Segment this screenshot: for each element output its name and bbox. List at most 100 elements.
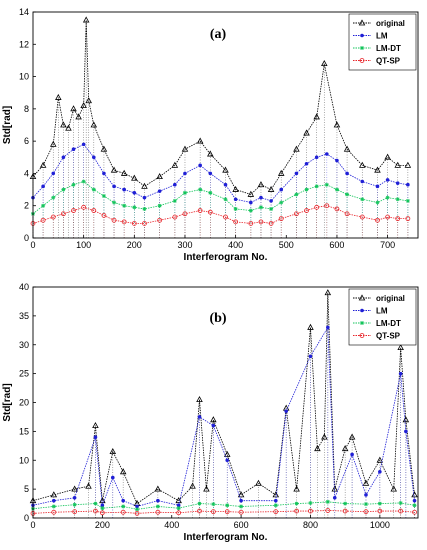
data-point-lm (225, 458, 229, 462)
data-point-lm-dt (82, 180, 86, 184)
x-tick-label: 600 (234, 520, 249, 530)
data-point-lm (239, 499, 243, 503)
x-tick-label: 100 (76, 240, 91, 250)
data-point-original (81, 103, 86, 108)
data-point-lm-dt (112, 200, 116, 204)
data-point-lm-dt (360, 197, 364, 201)
data-point-lm-dt (158, 204, 162, 208)
data-point-lm (295, 172, 299, 176)
data-point-lm-dt (259, 205, 263, 209)
legend: originalLMLM-DTQT-SP (349, 289, 416, 345)
y-tick-label: 0 (24, 233, 29, 243)
series-line-lm (33, 144, 408, 202)
data-point-lm (133, 191, 137, 195)
data-point-lm (198, 415, 202, 419)
data-point-lm (315, 155, 319, 159)
data-point-original (360, 163, 365, 168)
data-point-lm (94, 435, 98, 439)
data-point-lm (269, 199, 273, 203)
series-line-lm-dt (33, 502, 415, 510)
data-point-lm (158, 189, 162, 193)
data-point-lm-dt (177, 506, 181, 510)
data-point-lm-dt (396, 197, 400, 201)
legend-label-original: original (376, 294, 405, 303)
data-point-lm (92, 155, 96, 159)
y-tick-label: 8 (24, 104, 29, 114)
data-point-lm (73, 496, 77, 500)
x-axis-label: Interferogram No. (184, 252, 268, 263)
y-tick-label: 35 (19, 311, 29, 321)
x-tick-label: 800 (303, 520, 318, 530)
legend-label-lm: LM (376, 307, 388, 316)
data-point-lm-dt (406, 199, 410, 203)
data-point-lm-dt (93, 502, 97, 506)
data-point-lm-dt (315, 184, 319, 188)
data-point-lm-dt (335, 188, 339, 192)
data-point-lm (52, 499, 56, 503)
data-point-lm-dt (132, 205, 136, 209)
data-point-lm-dt (225, 503, 229, 507)
data-point-lm-dt (279, 200, 283, 204)
data-point-lm (122, 188, 126, 192)
data-point-lm-dt (375, 200, 379, 204)
y-tick-label: 0 (24, 513, 29, 523)
data-point-lm-dt (249, 209, 253, 213)
x-tick-label: 600 (329, 240, 344, 250)
data-point-original (268, 187, 273, 192)
data-point-lm (413, 499, 417, 503)
data-point-lm-dt (173, 199, 177, 203)
data-point-lm (143, 196, 147, 200)
x-tick-label: 200 (127, 240, 142, 250)
data-point-lm (399, 372, 403, 376)
y-axis-label: Std[rad] (2, 106, 13, 144)
y-tick-label: 10 (19, 72, 29, 82)
data-point-original (56, 95, 61, 100)
data-point-lm (305, 162, 309, 166)
data-point-lm-dt (41, 204, 45, 208)
data-point-lm-dt (345, 192, 349, 196)
y-tick-label: 10 (19, 455, 29, 465)
data-point-lm-dt (413, 503, 417, 507)
legend-marker-lm (360, 34, 364, 38)
data-point-original (111, 167, 116, 172)
data-point-lm (274, 499, 278, 503)
data-point-lm-dt (294, 192, 298, 196)
data-point-original (91, 122, 96, 127)
legend: originalLMLM-DTQT-SP (349, 14, 416, 70)
data-point-lm (376, 185, 380, 189)
legend-label-lm-dt: LM-DT (376, 44, 401, 53)
data-point-lm (102, 172, 106, 176)
y-tick-label: 6 (24, 136, 29, 146)
data-point-original (93, 423, 98, 428)
x-tick-label: 0 (30, 240, 35, 250)
data-point-lm (234, 197, 238, 201)
data-point-lm-dt (198, 188, 202, 192)
y-tick-label: 5 (24, 484, 29, 494)
data-point-lm-dt (295, 502, 299, 506)
data-point-lm (309, 355, 313, 359)
y-tick-label: 12 (19, 39, 29, 49)
legend-label-lm-dt: LM-DT (376, 319, 401, 328)
data-point-lm-dt (121, 504, 125, 508)
y-axis-label: Std[rad] (2, 383, 13, 421)
data-point-original (322, 434, 327, 439)
data-point-lm-dt (122, 204, 126, 208)
data-point-lm (111, 476, 115, 480)
data-point-lm-dt (183, 191, 187, 195)
series-line-qt-sp (33, 510, 415, 513)
data-point-lm (224, 183, 228, 187)
data-point-lm-dt (305, 188, 309, 192)
data-point-lm (156, 499, 160, 503)
data-point-lm-dt (378, 502, 382, 506)
data-point-lm (209, 172, 213, 176)
y-tick-label: 25 (19, 369, 29, 379)
data-point-original (412, 492, 417, 497)
data-point-lm (326, 326, 330, 330)
data-point-lm (41, 185, 45, 189)
data-point-lm (350, 453, 354, 457)
data-point-lm (404, 430, 408, 434)
legend-label-qt-sp: QT-SP (376, 57, 401, 66)
x-axis-label: Interferogram No. (184, 532, 268, 543)
data-point-lm-dt (61, 188, 65, 192)
